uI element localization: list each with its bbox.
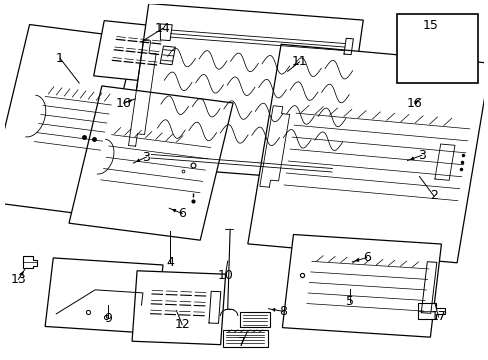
Text: 15: 15 (422, 19, 437, 32)
Text: 14: 14 (155, 22, 171, 35)
Polygon shape (247, 44, 488, 263)
Text: 5: 5 (345, 295, 353, 308)
Polygon shape (45, 258, 163, 333)
Text: 6: 6 (362, 251, 370, 264)
Text: 6: 6 (178, 207, 186, 220)
Text: 3: 3 (142, 150, 150, 163)
Polygon shape (239, 312, 269, 328)
Polygon shape (23, 256, 38, 268)
Polygon shape (223, 330, 267, 347)
Text: 17: 17 (430, 310, 446, 323)
Text: 3: 3 (417, 149, 425, 162)
Polygon shape (125, 4, 363, 181)
Polygon shape (417, 303, 444, 319)
Polygon shape (69, 86, 233, 240)
Text: 4: 4 (166, 256, 174, 269)
Text: 2: 2 (429, 189, 437, 202)
Text: 16: 16 (116, 96, 131, 109)
Polygon shape (282, 234, 441, 337)
Text: 12: 12 (174, 318, 190, 331)
Text: 10: 10 (217, 269, 233, 282)
Polygon shape (132, 271, 225, 345)
Polygon shape (0, 24, 136, 216)
Text: 7: 7 (238, 337, 245, 350)
Text: 9: 9 (104, 312, 112, 325)
Text: 13: 13 (10, 273, 26, 286)
Text: 8: 8 (278, 305, 286, 318)
Text: 1: 1 (56, 52, 64, 65)
Polygon shape (94, 21, 182, 84)
Bar (396, 14, 477, 83)
Text: 11: 11 (291, 55, 307, 68)
Text: 16: 16 (406, 96, 422, 109)
